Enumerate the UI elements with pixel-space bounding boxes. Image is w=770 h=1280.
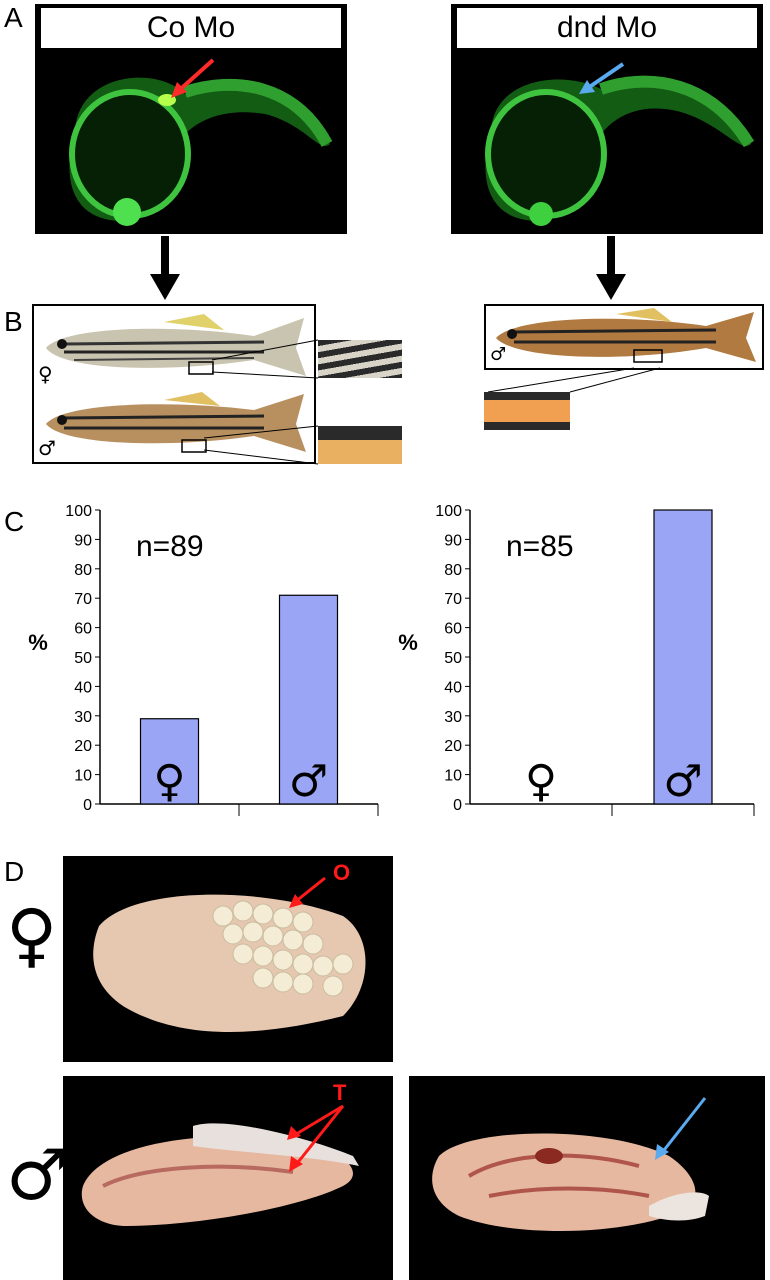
control-fish-drawing (46, 314, 306, 453)
bar-male (653, 509, 713, 805)
panel-label-b: B (4, 306, 23, 337)
fish-female-symbol: ♀ (38, 362, 53, 386)
dnd-adult-fish-box: ♂ (484, 304, 764, 370)
no-pgc-arrow (583, 62, 625, 92)
down-arrow-right (596, 236, 626, 300)
y-tick-label: 40 (74, 679, 92, 696)
control-adult-fish-box: ♀ ♂ (32, 304, 316, 464)
ovary-photo: O (63, 856, 393, 1062)
y-tick-label: 0 (83, 797, 92, 814)
dnd-embryo-drawing (485, 62, 755, 226)
dnd-embryo-image: dnd Mo (451, 4, 763, 234)
down-arrow-left (150, 236, 180, 300)
dnd-fish-male-symbol: ♂ (490, 344, 507, 365)
y-axis-label: % (398, 630, 418, 655)
inset-connector-lines-left (203, 339, 319, 465)
y-tick-label: 20 (444, 738, 462, 755)
female-fish-stripe-inset (318, 340, 402, 378)
male-fish-stripe-inset (318, 426, 402, 464)
y-tick-label: 70 (444, 591, 462, 608)
y-tick-label: 100 (65, 503, 92, 520)
control-morpholino-label: Co Mo (39, 6, 343, 50)
panel-label-c: C (4, 506, 25, 537)
y-tick-label: 10 (74, 768, 92, 785)
dnd-testis-drawing (432, 1097, 709, 1231)
fish-male-symbol: ♂ (38, 436, 56, 460)
dnd-testis-arrow (659, 1097, 707, 1155)
chart-dnd: 0 10 20 30 40 50 60 70 80 90 100 ♀ ♂% n=85 (398, 503, 755, 816)
category-symbol: ♂ (663, 756, 702, 807)
ovary-drawing (93, 876, 366, 1033)
panel-label-d: D (4, 856, 25, 887)
dnd-fish-stripe-inset (484, 392, 570, 430)
y-tick-label: 30 (74, 709, 92, 726)
panel-label-a: A (4, 2, 23, 33)
y-tick-label: 60 (444, 621, 462, 638)
y-tick-label: 50 (74, 650, 92, 667)
y-tick-label: 80 (444, 562, 462, 579)
y-tick-label: 80 (74, 562, 92, 579)
control-testis-drawing (81, 1104, 359, 1226)
bar-male (278, 594, 339, 805)
category-symbol: ♀ (525, 756, 557, 807)
gonad-male-symbol: ♂ (6, 1134, 69, 1216)
control-testis-photo: T (63, 1076, 393, 1280)
y-tick-label: 0 (453, 797, 462, 814)
chart-title: n=89 (136, 530, 204, 563)
y-tick-label: 10 (444, 768, 462, 785)
ovary-arrow (294, 876, 326, 904)
y-tick-label: 100 (435, 503, 462, 520)
y-tick-label: 30 (444, 709, 462, 726)
gonad-female-symbol: ♀ (6, 894, 58, 976)
y-tick-label: 20 (74, 738, 92, 755)
ovary-label: O (333, 860, 351, 885)
inset-connector-lines-right (487, 367, 661, 393)
category-symbol: ♀ (153, 756, 185, 807)
y-tick-label: 70 (74, 591, 92, 608)
control-embryo-image: Co Mo (35, 4, 347, 234)
y-tick-label: 60 (74, 621, 92, 638)
y-tick-label: 40 (444, 679, 462, 696)
bar-female (139, 718, 200, 805)
chart-control: 0 10 20 30 40 50 60 70 80 90 100 ♀ ♂% n=89 (28, 503, 379, 816)
y-tick-label: 90 (74, 532, 92, 549)
dnd-fish-drawing (496, 308, 756, 363)
y-tick-label: 50 (444, 650, 462, 667)
chart-title: n=85 (506, 530, 574, 563)
testis-label: T (333, 1080, 347, 1105)
dnd-morpholino-label: dnd Mo (455, 6, 759, 50)
category-symbol: ♂ (289, 756, 328, 807)
control-embryo-drawing (69, 58, 333, 226)
y-axis-label: % (28, 630, 48, 655)
dnd-testis-photo (409, 1076, 765, 1280)
y-tick-label: 90 (444, 532, 462, 549)
